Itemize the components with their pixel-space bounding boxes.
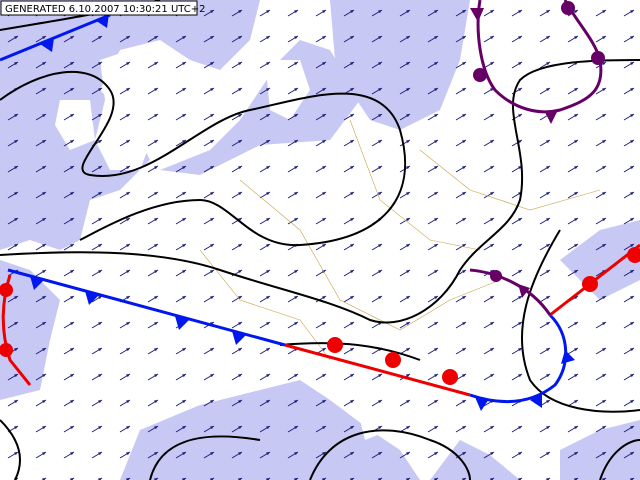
generated-stamp: GENERATED 6.10.2007 10:30:21 UTC+2: [5, 4, 206, 15]
cold-fronts: [0, 13, 575, 411]
warm-fronts: [0, 243, 640, 397]
borders: [199, 119, 601, 361]
stamp-box: [0, 0, 198, 16]
occluded-fronts: [469, 0, 605, 316]
